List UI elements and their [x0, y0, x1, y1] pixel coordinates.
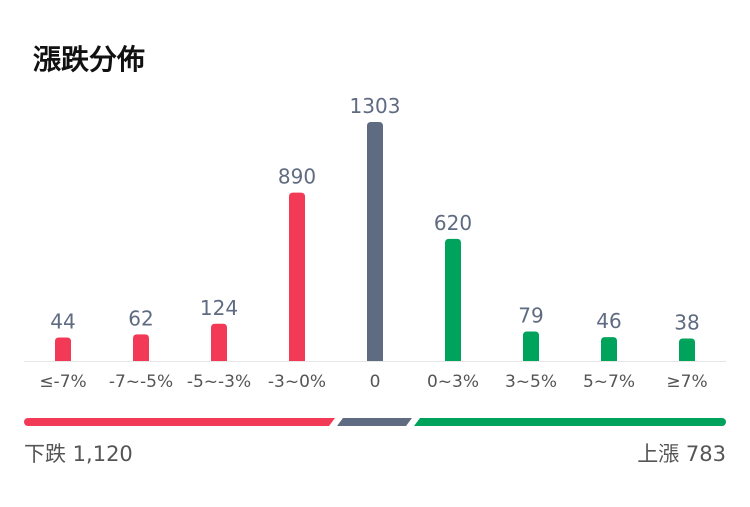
category-label: -5~-3%: [187, 372, 251, 392]
category-label: ≤-7%: [39, 372, 86, 392]
category-label: -3~0%: [268, 372, 326, 392]
bar: [55, 337, 71, 361]
data-label: 44: [50, 309, 75, 333]
down-segment: [24, 418, 335, 426]
category-label: 0: [370, 372, 381, 392]
flat-segment: [337, 418, 412, 426]
bar: [601, 337, 617, 361]
data-label: 124: [200, 296, 238, 320]
category-label: 3~5%: [505, 372, 557, 392]
category-label: ≥7%: [666, 372, 707, 392]
bar: [211, 323, 227, 361]
chart-title: 漲跌分佈: [33, 43, 146, 76]
bar: [289, 192, 305, 361]
data-label: 890: [278, 165, 316, 189]
down-count: 下跌 1,120: [24, 442, 133, 466]
data-label: 620: [434, 211, 472, 235]
bar: [133, 334, 149, 361]
category-label: -7~-5%: [109, 372, 173, 392]
bar: [367, 122, 383, 361]
category-label: 5~7%: [583, 372, 635, 392]
up-count: 上漲 783: [637, 442, 726, 466]
bar: [445, 238, 461, 361]
data-label: 46: [596, 309, 621, 333]
data-label: 79: [518, 303, 543, 327]
bar: [523, 331, 539, 361]
up-segment: [414, 418, 726, 426]
category-label: 0~3%: [427, 372, 479, 392]
data-label: 1303: [350, 94, 401, 118]
bar: [679, 338, 695, 361]
data-label: 62: [128, 306, 153, 330]
data-label: 38: [674, 310, 699, 334]
